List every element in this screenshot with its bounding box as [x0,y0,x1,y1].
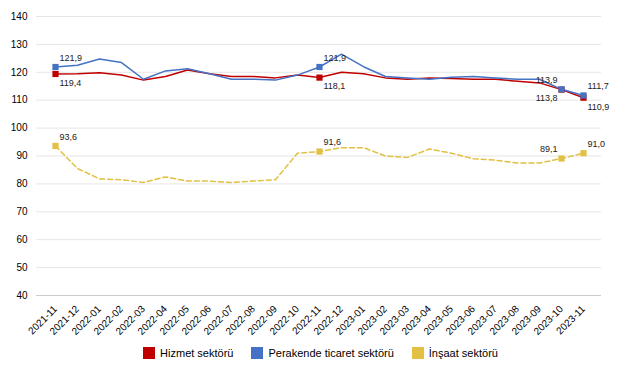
svg-text:100: 100 [11,122,28,133]
svg-text:40: 40 [16,290,28,301]
svg-text:2022-12: 2022-12 [311,303,346,337]
html-text:İnşaat sektörü: İnşaat sektörü [428,347,498,359]
svg-text:2023-05: 2023-05 [421,303,456,337]
svg-text:130: 130 [11,39,28,50]
svg-text:2023-06: 2023-06 [443,303,478,337]
svg-text:2021-11: 2021-11 [26,303,60,337]
svg-text:2023-10: 2023-10 [531,303,566,337]
svg-text:91,6: 91,6 [324,137,342,147]
svg-text:89,1: 89,1 [540,144,558,154]
svg-text:113,8: 113,8 [536,93,558,103]
svg-text:2022-08: 2022-08 [223,303,258,337]
svg-text:2022-07: 2022-07 [201,303,236,337]
svg-text:2023-01: 2023-01 [333,303,368,337]
svg-text:90: 90 [16,150,28,161]
svg-text:121,9: 121,9 [60,53,83,63]
svg-text:91,0: 91,0 [588,139,606,149]
svg-text:2023-11: 2023-11 [554,303,588,337]
svg-text:121,9: 121,9 [324,53,347,63]
svg-text:2022-03: 2022-03 [113,303,148,337]
svg-text:2022-11: 2022-11 [290,303,324,337]
svg-text:113,9: 113,9 [536,75,558,85]
svg-text:70: 70 [16,206,28,217]
svg-text:2023-07: 2023-07 [465,303,500,337]
svg-text:140: 140 [11,11,28,22]
svg-text:2022-09: 2022-09 [245,303,280,337]
svg-text:2023-08: 2023-08 [487,303,522,337]
svg-text:2023-02: 2023-02 [355,303,390,337]
svg-text:2022-01: 2022-01 [69,303,104,337]
svg-text:2021-12: 2021-12 [47,303,82,337]
svg-text:111,7: 111,7 [588,81,609,91]
svg-text:110,9: 110,9 [588,102,610,112]
svg-text:2022-05: 2022-05 [157,303,192,337]
svg-text:2022-06: 2022-06 [179,303,214,337]
svg-text:119,4: 119,4 [60,78,82,88]
svg-text:2022-02: 2022-02 [91,303,126,337]
svg-text:2023-09: 2023-09 [509,303,544,337]
svg-text:50: 50 [16,262,28,273]
svg-text:80: 80 [16,178,28,189]
svg-text:2023-04: 2023-04 [399,303,434,337]
html-text:Perakende ticaret sektörü: Perakende ticaret sektörü [268,347,394,359]
svg-text:2023-03: 2023-03 [377,303,412,337]
svg-text:110: 110 [12,94,28,105]
html-text:Hizmet sektörü: Hizmet sektörü [160,347,234,359]
svg-text:2022-10: 2022-10 [267,303,302,337]
svg-text:2022-04: 2022-04 [135,303,170,337]
svg-text:118,1: 118,1 [324,81,346,91]
svg-text:60: 60 [16,234,28,245]
svg-text:120: 120 [11,67,28,78]
svg-text:93,6: 93,6 [60,132,78,142]
